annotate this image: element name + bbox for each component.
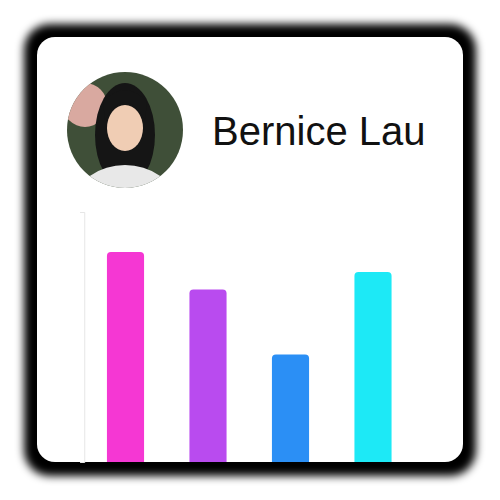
y-tick-mark — [80, 462, 84, 463]
y-axis-line — [80, 213, 85, 463]
bar — [189, 290, 226, 463]
bar — [272, 355, 309, 463]
bars — [107, 252, 392, 462]
card — [37, 37, 463, 462]
avatar-jacket — [77, 165, 173, 235]
title: Bernice Lau — [212, 109, 425, 153]
avatar-face — [107, 105, 143, 151]
avatar — [63, 72, 183, 235]
bar — [354, 272, 391, 462]
y-tick — [80, 462, 84, 463]
y-axis — [80, 213, 85, 463]
chart-svg: Bernice Lau — [0, 0, 500, 500]
bar — [107, 252, 144, 462]
avatar-fringe — [103, 90, 147, 120]
y-tick — [80, 212, 84, 213]
card-shadow — [24, 24, 476, 476]
y-tick-mark — [80, 212, 84, 213]
